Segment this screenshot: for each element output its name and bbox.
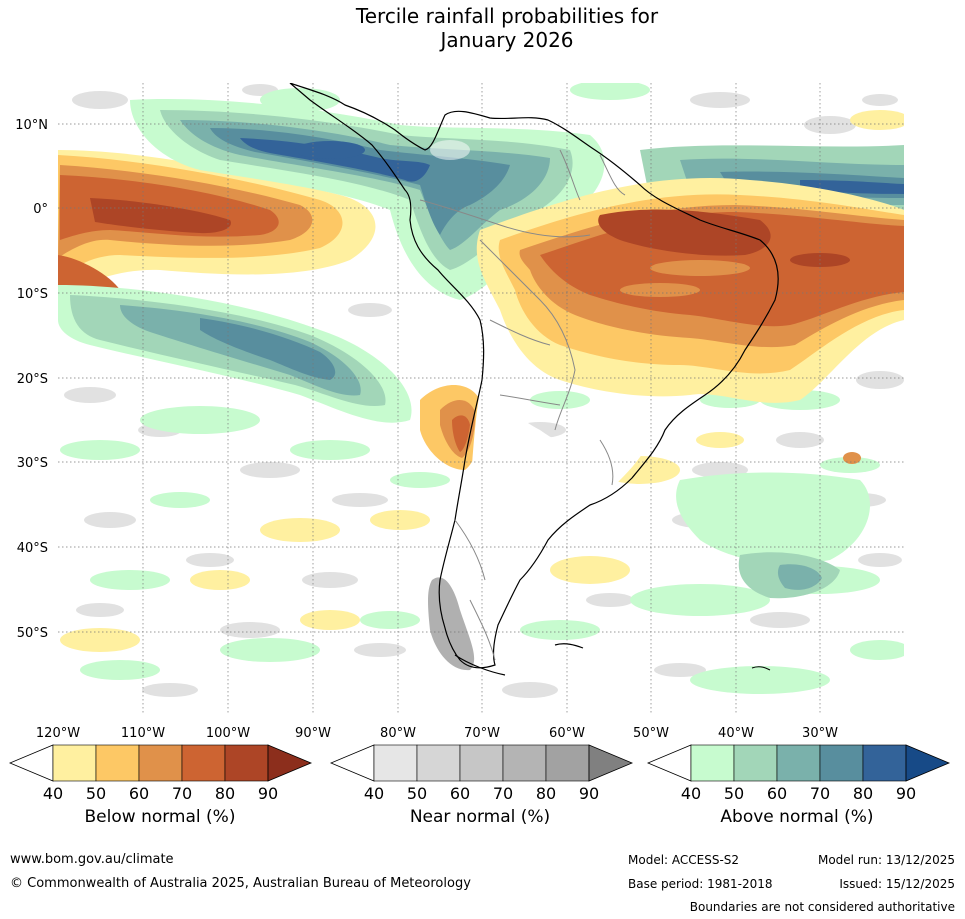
colorbar-above-segment — [733, 744, 778, 782]
colorbar-above-tick-label: 90 — [896, 784, 916, 803]
colorbar-below-tick-label: 80 — [215, 784, 235, 803]
colorbar-below-tick-label: 60 — [129, 784, 149, 803]
colorbar-below-segment — [224, 744, 269, 782]
lon-label-70w: 70°W — [464, 726, 500, 741]
probability-field — [58, 83, 904, 715]
colorbar-below-segment — [138, 744, 183, 782]
colorbar-near-segment — [416, 744, 461, 782]
colorbar-near-tick-label: 40 — [364, 784, 384, 803]
lon-label-40w: 40°W — [718, 726, 754, 741]
lon-label-80w: 80°W — [380, 726, 416, 741]
lon-labels: 120°W 110°W 100°W 90°W 80°W 70°W 60°W 50… — [36, 726, 838, 741]
lon-label-120w: 120°W — [36, 726, 80, 741]
footer-disclaimer: Boundaries are not considered authoritat… — [689, 900, 955, 914]
pacific-dry-band — [58, 150, 376, 300]
lon-label-50w: 50°W — [633, 726, 669, 741]
graticule — [58, 83, 904, 715]
colorbar-above-tick-label: 80 — [853, 784, 873, 803]
colorbar-above-segment — [690, 744, 735, 782]
colorbar-above-min-tip — [646, 744, 692, 782]
lat-label-20s: 20°S — [17, 372, 48, 387]
lat-label-40s: 40°S — [17, 541, 48, 556]
lat-label-50s: 50°S — [17, 626, 48, 641]
colorbar-above-segment — [776, 744, 821, 782]
colorbar-above-segment — [819, 744, 864, 782]
colorbar-near-tick-label: 70 — [493, 784, 513, 803]
colorbar-below-tick-label: 90 — [258, 784, 278, 803]
footer-copyright: © Commonwealth of Australia 2025, Austra… — [10, 876, 471, 891]
colorbar-near-tick-label: 80 — [536, 784, 556, 803]
colorbar-below-tick-label: 40 — [43, 784, 63, 803]
colorbar-near-segment — [373, 744, 418, 782]
lat-labels: 10°N 0° 10°S 20°S 30°S 40°S 50°S — [15, 118, 48, 641]
lat-label-0: 0° — [33, 202, 48, 217]
lon-label-110w: 110°W — [121, 726, 165, 741]
colorbar-above-tick-label: 70 — [810, 784, 830, 803]
brazil-dry-region — [476, 178, 904, 403]
colorbar-near-tick-label: 60 — [450, 784, 470, 803]
lat-label-30s: 30°S — [17, 456, 48, 471]
map-title: Tercile rainfall probabilities for Janua… — [0, 4, 965, 52]
colorbar-near-max-tip — [588, 744, 634, 782]
colorbar-near: 40 50 60 70 80 90 — [329, 744, 634, 803]
chile-dry-patch — [420, 385, 482, 470]
title-line-1: Tercile rainfall probabilities for — [355, 4, 659, 28]
title-line-2: January 2026 — [440, 28, 574, 52]
colorbar-near-tick-label: 90 — [579, 784, 599, 803]
near-normal-label: Near normal (%) — [409, 807, 551, 827]
colorbar-below-tick-label: 50 — [86, 784, 106, 803]
colorbar-above-tick-label: 40 — [681, 784, 701, 803]
footer-base-period: Base period: 1981-2018 — [628, 877, 773, 891]
footer-url: www.bom.gov.au/climate — [10, 852, 174, 867]
lon-label-90w: 90°W — [295, 726, 331, 741]
lon-label-30w: 30°W — [802, 726, 838, 741]
colorbar-near-segment — [502, 744, 547, 782]
colorbar-above-segment — [862, 744, 907, 782]
lat-label-10n: 10°N — [15, 118, 48, 133]
colorbar-below-segment — [95, 744, 140, 782]
above-normal-label: Above normal (%) — [720, 807, 874, 827]
colorbar-above-tick-label: 60 — [767, 784, 787, 803]
colorbar-near-segment — [459, 744, 504, 782]
colorbar-near-segment — [545, 744, 590, 782]
lon-label-100w: 100°W — [206, 726, 250, 741]
colorbar-below-segment — [181, 744, 226, 782]
footer-model: Model: ACCESS-S2 — [628, 853, 740, 867]
footer-issued: Issued: 15/12/2025 — [839, 877, 955, 891]
footer-model-run: Model run: 13/12/2025 — [817, 853, 955, 867]
lon-label-60w: 60°W — [549, 726, 585, 741]
colorbar-below-min-tip — [8, 744, 54, 782]
colorbar-above-tick-label: 50 — [724, 784, 744, 803]
coastlines — [289, 83, 779, 676]
colorbar-above-max-tip — [905, 744, 951, 782]
colorbar-below-segment — [52, 744, 97, 782]
colorbar-near-tick-label: 50 — [407, 784, 427, 803]
colorbars: 40 50 60 70 80 90 40 50 60 70 80 90 40 50 60 70 80 90 — [8, 744, 951, 803]
colorbar-above: 40 50 60 70 80 90 — [646, 744, 951, 803]
colorbar-below: 40 50 60 70 80 90 — [8, 744, 313, 803]
colorbar-below-tick-label: 70 — [172, 784, 192, 803]
below-normal-label: Below normal (%) — [84, 807, 236, 827]
colorbar-below-max-tip — [267, 744, 313, 782]
lat-label-10s: 10°S — [17, 287, 48, 302]
land-interior — [466, 390, 660, 640]
colorbar-near-min-tip — [329, 744, 375, 782]
